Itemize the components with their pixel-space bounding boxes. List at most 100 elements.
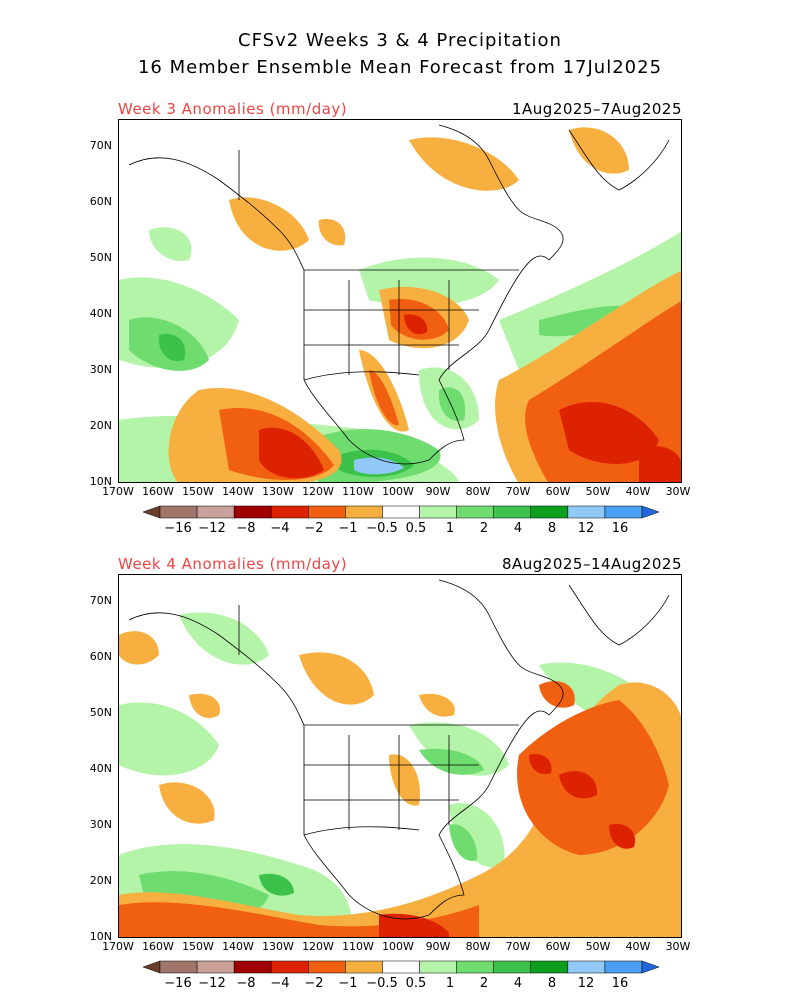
cbar-label: −2 [304, 521, 324, 536]
week3-dates: 1Aug2025–7Aug2025 [511, 100, 682, 118]
cbar-label: −8 [236, 976, 256, 991]
lon-tick: 130W [262, 940, 294, 953]
week4-label: Week 4 Anomalies (mm/day) [118, 555, 348, 573]
colorbar [143, 505, 659, 519]
colorbar-swatch [493, 505, 532, 519]
cbar-label: −0.5 [366, 521, 398, 536]
cbar-label: 1 [445, 521, 455, 536]
lon-tick: 170W [102, 485, 134, 498]
colorbar-swatch [530, 960, 569, 974]
cbar-label: −16 [164, 976, 192, 991]
cbar-label: −1 [338, 976, 358, 991]
colorbar-swatch [382, 505, 420, 519]
colorbar-swatch [604, 960, 643, 974]
lon-tick: 100W [382, 940, 414, 953]
colorbar-swatch [233, 960, 272, 974]
lon-tick: 50W [585, 940, 611, 953]
lat-tick: 50N [89, 251, 112, 264]
lon-tick: 100W [382, 485, 414, 498]
lon-tick: 160W [142, 940, 174, 953]
colorbar-swatch [382, 960, 420, 974]
cbar-label: 8 [547, 976, 557, 991]
lat-tick: 70N [89, 139, 112, 152]
colorbar-swatch [419, 960, 457, 974]
cbar-label: 4 [513, 521, 523, 536]
lat-tick: 10N [89, 930, 112, 943]
lon-tick: 140W [222, 485, 254, 498]
colorbar-swatch [493, 960, 532, 974]
colorbar-swatch [270, 505, 309, 519]
colorbar-swatch [308, 960, 346, 974]
lon-tick: 40W [625, 485, 651, 498]
chart-title: CFSv2 Weeks 3 & 4 Precipitation [238, 30, 562, 51]
colorbar-swatch [143, 505, 161, 519]
cbar-label: −0.5 [366, 976, 398, 991]
colorbar-swatch [567, 960, 606, 974]
lon-tick: 80W [465, 485, 491, 498]
colorbar [143, 960, 659, 974]
lon-tick: 120W [302, 485, 334, 498]
cbar-label: 4 [513, 976, 523, 991]
lat-tick: 10N [89, 475, 112, 488]
lon-tick: 150W [182, 485, 214, 498]
colorbar-swatch [159, 960, 198, 974]
lon-tick: 110W [342, 940, 374, 953]
colorbar-swatch [196, 505, 235, 519]
colorbar-swatch [604, 505, 643, 519]
cbar-label: −2 [304, 976, 324, 991]
lon-tick: 80W [465, 940, 491, 953]
lat-tick: 20N [89, 874, 112, 887]
lat-tick: 60N [89, 195, 112, 208]
lon-tick: 60W [545, 485, 571, 498]
cbar-label: 16 [611, 521, 629, 536]
lon-tick: 160W [142, 485, 174, 498]
cbar-label: −12 [198, 976, 226, 991]
colorbar-swatch [419, 505, 457, 519]
colorbar-swatch [456, 960, 494, 974]
lon-tick: 90W [425, 940, 451, 953]
cbar-label: 12 [577, 521, 595, 536]
lon-tick: 40W [625, 940, 651, 953]
cbar-label: 2 [479, 976, 489, 991]
colorbar-swatch [530, 505, 569, 519]
cbar-label: 1 [445, 976, 455, 991]
week3-panel: Week 3 Anomalies (mm/day) 1Aug2025–7Aug2… [0, 97, 800, 537]
colorbar-swatch [456, 505, 494, 519]
colorbar-swatch [159, 505, 198, 519]
cbar-label: 8 [547, 521, 557, 536]
colorbar-swatch [143, 960, 161, 974]
week3-label: Week 3 Anomalies (mm/day) [118, 100, 348, 118]
lat-tick: 40N [89, 762, 112, 775]
lon-tick: 130W [262, 485, 294, 498]
lon-tick: 50W [585, 485, 611, 498]
cbar-label: 12 [577, 976, 595, 991]
lon-tick: 90W [425, 485, 451, 498]
colorbar-swatch [345, 960, 383, 974]
lon-tick: 30W [665, 485, 691, 498]
lat-tick: 30N [89, 363, 112, 376]
lon-tick: 30W [665, 940, 691, 953]
lon-tick: 110W [342, 485, 374, 498]
week3-map [118, 119, 682, 483]
cbar-label: −12 [198, 521, 226, 536]
cbar-label: −16 [164, 521, 192, 536]
lat-tick: 20N [89, 419, 112, 432]
chart-subtitle: 16 Member Ensemble Mean Forecast from 17… [137, 57, 663, 78]
lat-tick: 40N [89, 307, 112, 320]
cbar-label: 0.5 [405, 976, 427, 991]
colorbar-swatch [641, 960, 659, 974]
cbar-label: −8 [236, 521, 256, 536]
cbar-label: 0.5 [405, 521, 427, 536]
week4-panel: Week 4 Anomalies (mm/day) 8Aug2025–14Aug… [0, 552, 800, 992]
lat-tick: 70N [89, 594, 112, 607]
lat-tick: 60N [89, 650, 112, 663]
cbar-label: 2 [479, 521, 489, 536]
week4-dates: 8Aug2025–14Aug2025 [501, 555, 682, 573]
colorbar-swatch [308, 505, 346, 519]
colorbar-swatch [567, 505, 606, 519]
lon-tick: 150W [182, 940, 214, 953]
cbar-label: −1 [338, 521, 358, 536]
lon-tick: 60W [545, 940, 571, 953]
colorbar-swatch [270, 960, 309, 974]
colorbar-swatch [345, 505, 383, 519]
